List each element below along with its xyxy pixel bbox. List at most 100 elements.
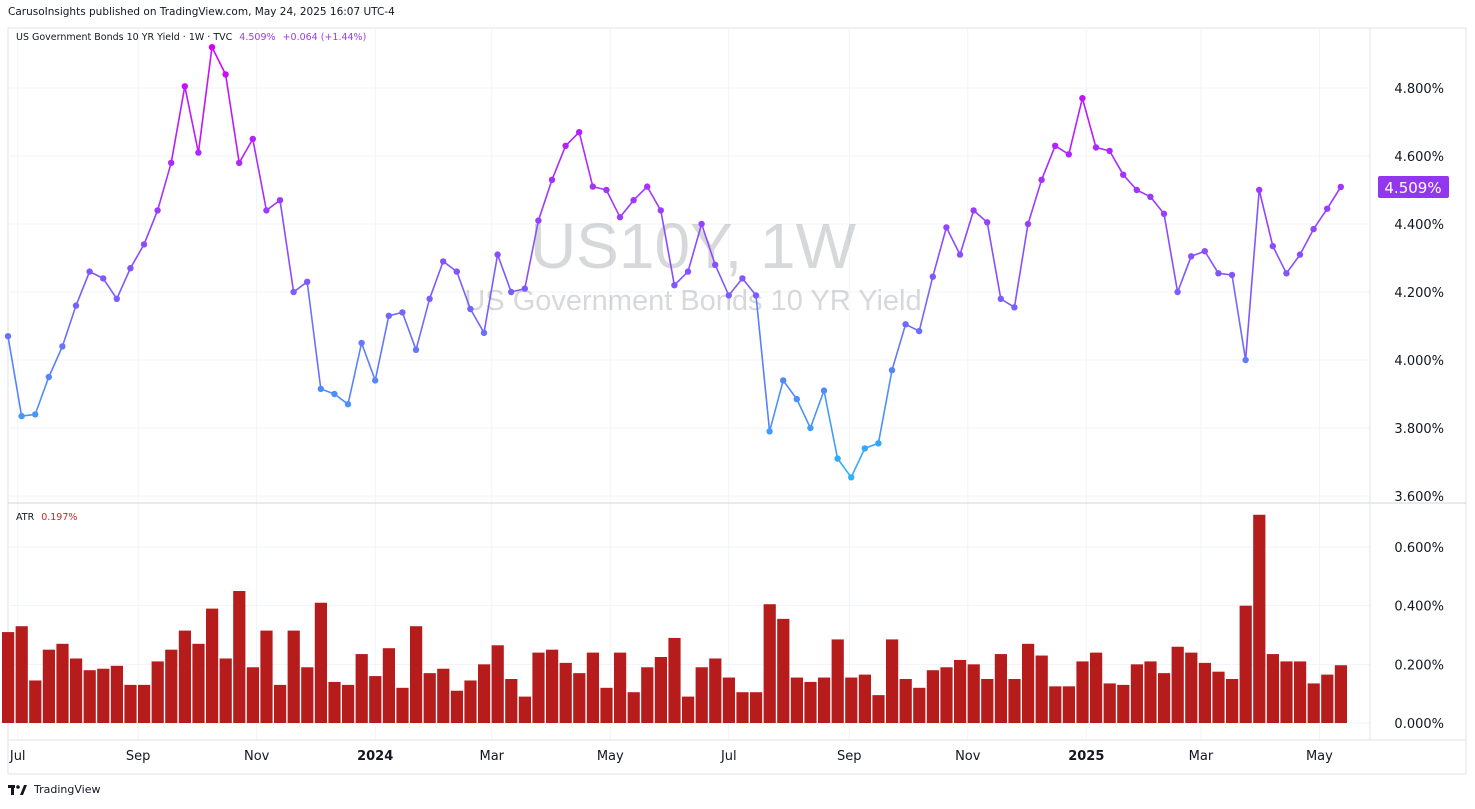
yield-point	[888, 367, 896, 374]
time-tick-label: May	[597, 749, 624, 764]
atr-bar	[872, 695, 885, 723]
symbol-legend: US Government Bonds 10 YR Yield · 1W · T…	[16, 32, 366, 43]
yield-point	[684, 268, 692, 275]
atr-bar	[355, 654, 368, 723]
atr-bar	[192, 643, 205, 723]
yield-point	[902, 321, 909, 328]
yield-point	[793, 395, 800, 403]
atr-bar	[1253, 514, 1266, 723]
time-tick-label: May	[1306, 749, 1333, 764]
atr-bar	[1171, 646, 1184, 723]
atr-bar	[1035, 655, 1048, 723]
atr-bar	[858, 674, 871, 723]
footer-brand: TradingView	[8, 783, 100, 796]
yield-point	[548, 176, 556, 183]
atr-bar	[518, 696, 531, 723]
yield-point	[943, 224, 950, 231]
yield-point	[480, 329, 488, 336]
yield-point	[630, 197, 637, 204]
yield-line-segment	[1285, 254, 1301, 274]
atr-bar	[151, 661, 164, 723]
atr-bar	[1022, 643, 1035, 723]
last-price-badge	[1378, 175, 1449, 198]
yield-line-segment	[959, 210, 975, 255]
yield-line-segment	[918, 276, 934, 332]
yield-point	[440, 258, 447, 265]
atr-bar	[573, 673, 586, 723]
yield-point	[1337, 183, 1345, 191]
atr-bar	[97, 668, 110, 723]
price-tick-label: 4.200%	[1394, 286, 1444, 301]
atr-bar	[668, 637, 681, 723]
atr-bar	[15, 626, 28, 723]
atr-bar	[56, 643, 69, 723]
atr-bar	[532, 652, 545, 723]
yield-point	[644, 183, 651, 190]
yield-point	[1160, 210, 1168, 217]
atr-bar	[246, 667, 259, 723]
yield-point	[140, 241, 148, 248]
yield-point	[372, 377, 379, 384]
price-axis[interactable]: 3.600% 3.800% 4.000% 4.200% 4.400% 4.600% 4.80…	[1394, 82, 1444, 732]
yield-point	[1215, 270, 1222, 277]
atr-bar	[1185, 652, 1198, 723]
time-tick-label: Sep	[837, 749, 862, 764]
yield-point	[861, 445, 868, 452]
atr-bar	[110, 665, 123, 723]
yield-point	[984, 219, 991, 226]
yield-point	[1147, 193, 1154, 200]
yield-line-segment	[170, 86, 186, 163]
yield-point	[168, 159, 175, 166]
yield-point	[331, 390, 338, 398]
yield-line-segment	[1081, 97, 1097, 148]
atr-bar	[178, 630, 191, 723]
yield-line-segment	[1027, 179, 1043, 225]
yield-line-segment	[360, 342, 376, 381]
yield-point	[249, 135, 256, 143]
atr-bar	[1280, 661, 1293, 723]
yield-point	[181, 83, 188, 90]
yield-line-segment	[34, 376, 50, 415]
chart-frame	[7, 27, 1467, 775]
price-tick-label: 3.600%	[1394, 490, 1444, 505]
price-tick-label: 3.800%	[1394, 422, 1444, 437]
yield-point	[820, 387, 828, 394]
atr-bar	[600, 687, 613, 723]
atr-bar	[1212, 671, 1225, 723]
yield-point	[780, 377, 787, 384]
atr-bar	[845, 677, 858, 723]
atr-bar	[1103, 683, 1116, 723]
yield-point	[154, 207, 161, 214]
atr-tick-label: 0.000%	[1394, 717, 1444, 732]
yield-line-segment	[374, 315, 390, 381]
yield-line-segment	[1326, 186, 1342, 210]
tradingview-logo-icon	[8, 784, 27, 795]
atr-bar	[1008, 679, 1021, 723]
yield-line-segment	[7, 336, 23, 417]
yield-point	[236, 159, 243, 166]
yield-point	[467, 305, 474, 313]
yield-point	[657, 207, 664, 214]
last-price-badge-text: 4.509%	[1384, 179, 1441, 197]
yield-point	[399, 309, 406, 316]
atr-bar	[165, 649, 178, 723]
yield-line-segment	[782, 379, 798, 400]
symbol-name: US Government Bonds 10 YR Yield · 1W · T…	[16, 32, 233, 43]
yield-point	[752, 292, 760, 299]
atr-bar	[437, 668, 450, 723]
atr-bar	[1198, 662, 1211, 723]
time-tick-label: 2024	[357, 749, 393, 764]
watermark-subtitle: US Government Bonds 10 YR Yield	[464, 285, 921, 317]
time-axis[interactable]: Jul Sep Nov 2024 Mar May Jul Sep Nov 2025 Mar May	[9, 749, 1333, 764]
yield-point	[970, 207, 977, 214]
yield-point	[725, 292, 732, 299]
yield-point	[1310, 225, 1317, 233]
yield-line-segment	[687, 223, 703, 272]
atr-bar	[505, 679, 518, 723]
yield-point	[72, 302, 80, 309]
yield-line-segment	[1272, 245, 1288, 274]
atr-bar	[654, 657, 667, 723]
atr-bar	[491, 645, 504, 723]
atr-bar	[70, 658, 83, 723]
